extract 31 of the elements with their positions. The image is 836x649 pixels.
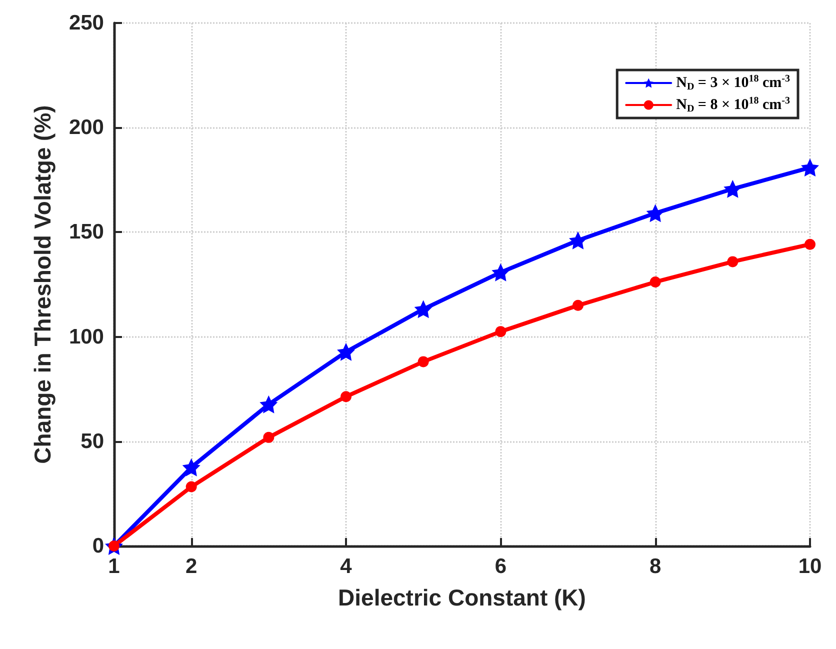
- x-tick-label: 8: [649, 555, 662, 578]
- point: [727, 256, 738, 268]
- y-tick-label: 150: [68, 220, 104, 244]
- point: [414, 300, 432, 318]
- point: [337, 342, 355, 361]
- y-tick-label: 200: [68, 116, 104, 140]
- point: [186, 481, 197, 492]
- x-tick-label: 1: [108, 555, 120, 578]
- point: [182, 458, 200, 476]
- point: [801, 158, 819, 177]
- point: [340, 391, 352, 402]
- y-axis-title: Change in Threshold Volatge (%): [30, 105, 56, 464]
- point: [572, 300, 584, 311]
- point: [260, 395, 278, 414]
- x-axis-title: Dielectric Constant (K): [338, 584, 586, 610]
- y-tick-label: 250: [68, 12, 104, 34]
- point: [492, 263, 510, 282]
- point: [418, 356, 429, 368]
- y-tick-label: 50: [80, 430, 104, 453]
- point: [646, 204, 664, 222]
- x-tick-label: 10: [798, 555, 822, 578]
- x-tick-label: 4: [340, 555, 352, 578]
- point: [804, 238, 816, 250]
- y-tick-label: 100: [68, 325, 104, 348]
- point: [569, 231, 587, 250]
- point: [263, 432, 274, 443]
- x-tick-label: 2: [185, 555, 198, 578]
- point: [495, 326, 506, 338]
- y-tick-label: 0: [92, 534, 104, 558]
- point: [650, 276, 661, 288]
- x-tick-label: 6: [494, 555, 507, 578]
